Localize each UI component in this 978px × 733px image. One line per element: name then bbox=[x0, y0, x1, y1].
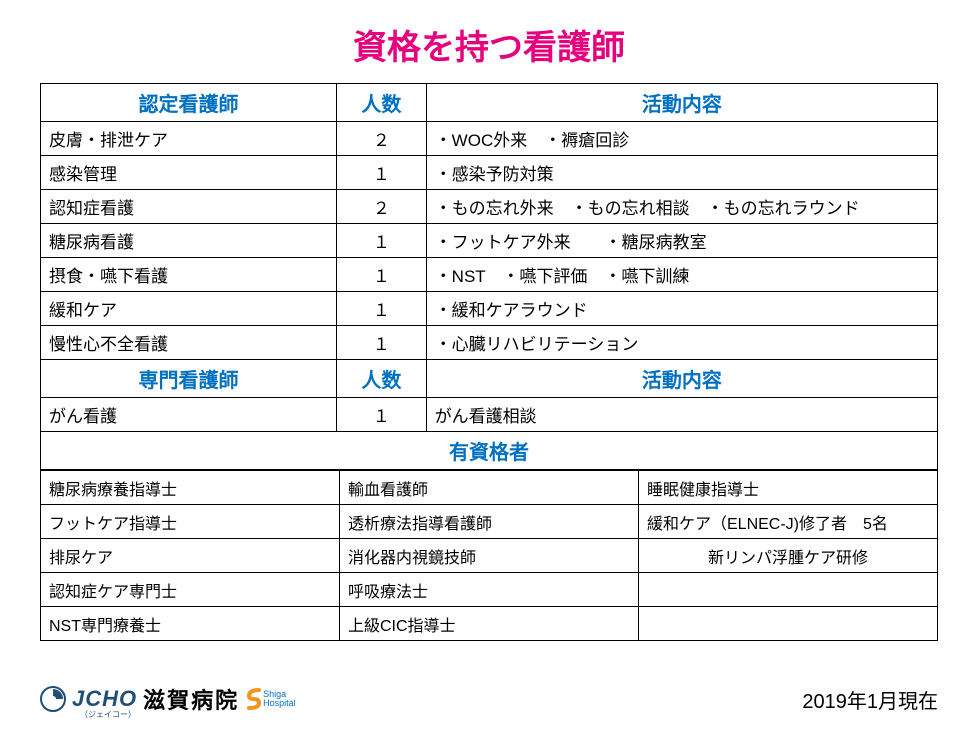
table-row: 認知症ケア専門士呼吸療法士 bbox=[41, 573, 938, 607]
certified-nurse-table: 認定看護師 人数 活動内容 皮膚・排泄ケア２・WOC外来 ・褥瘡回診 感染管理１… bbox=[40, 83, 938, 470]
shiga-en2: Hospital bbox=[263, 698, 296, 708]
cell-name: 摂食・嚥下看護 bbox=[41, 258, 337, 292]
s-icon bbox=[245, 688, 263, 710]
page-title: 資格を持つ看護師 bbox=[40, 20, 938, 69]
qual-cell: 認知症ケア専門士 bbox=[41, 573, 340, 607]
qualified-header: 有資格者 bbox=[41, 432, 938, 470]
qualified-header-row: 有資格者 bbox=[41, 432, 938, 470]
table-row: 皮膚・排泄ケア２・WOC外来 ・褥瘡回診 bbox=[41, 122, 938, 156]
cell-activity: ・WOC外来 ・褥瘡回診 bbox=[426, 122, 937, 156]
table-row: 慢性心不全看護１・心臓リハビリテーション bbox=[41, 326, 938, 360]
cell-activity: ・NST ・嚥下評価 ・嚥下訓練 bbox=[426, 258, 937, 292]
shiga-logo: Shiga Hospital bbox=[245, 688, 296, 710]
qual-cell bbox=[639, 607, 938, 641]
header-count: 人数 bbox=[337, 84, 427, 122]
cell-name: 感染管理 bbox=[41, 156, 337, 190]
header-count: 人数 bbox=[337, 360, 427, 398]
qual-cell: 呼吸療法士 bbox=[340, 573, 639, 607]
cell-activity: ・もの忘れ外来 ・もの忘れ相談 ・もの忘れラウンド bbox=[426, 190, 937, 224]
cell-count: １ bbox=[337, 258, 427, 292]
table-header-row: 認定看護師 人数 活動内容 bbox=[41, 84, 938, 122]
cell-activity: ・緩和ケアラウンド bbox=[426, 292, 937, 326]
table-row: 認知症看護２・もの忘れ外来 ・もの忘れ相談 ・もの忘れラウンド bbox=[41, 190, 938, 224]
cell-count: ２ bbox=[337, 190, 427, 224]
header-category: 専門看護師 bbox=[41, 360, 337, 398]
cell-activity: がん看護相談 bbox=[426, 398, 937, 432]
qual-cell: 睡眠健康指導士 bbox=[639, 471, 938, 505]
cell-name: 慢性心不全看護 bbox=[41, 326, 337, 360]
cell-count: ２ bbox=[337, 122, 427, 156]
logo: JCHO （ジェイコー） 滋賀病院 Shiga Hospital bbox=[40, 683, 296, 715]
qual-cell: 上級CIC指導士 bbox=[340, 607, 639, 641]
shiga-en: Shiga Hospital bbox=[263, 690, 296, 708]
qual-cell bbox=[639, 573, 938, 607]
qual-cell: 輸血看護師 bbox=[340, 471, 639, 505]
qualified-table: 糖尿病療養指導士輸血看護師睡眠健康指導士 フットケア指導士透析療法指導看護師緩和… bbox=[40, 470, 938, 641]
qual-cell: NST専門療養士 bbox=[41, 607, 340, 641]
footer: JCHO （ジェイコー） 滋賀病院 Shiga Hospital 2019年1月… bbox=[40, 683, 938, 715]
cell-count: １ bbox=[337, 292, 427, 326]
cell-count: １ bbox=[337, 326, 427, 360]
cell-name: 糖尿病看護 bbox=[41, 224, 337, 258]
table-row: 排尿ケア消化器内視鏡技師新リンパ浮腫ケア研修 bbox=[41, 539, 938, 573]
qual-cell: フットケア指導士 bbox=[41, 505, 340, 539]
jcho-label: JCHO （ジェイコー） bbox=[72, 686, 137, 712]
cell-name: 認知症看護 bbox=[41, 190, 337, 224]
qual-cell: 透析療法指導看護師 bbox=[340, 505, 639, 539]
hospital-icon bbox=[40, 686, 66, 712]
table-row: 糖尿病療養指導士輸血看護師睡眠健康指導士 bbox=[41, 471, 938, 505]
header-activity: 活動内容 bbox=[426, 84, 937, 122]
header-category: 認定看護師 bbox=[41, 84, 337, 122]
table-row: 摂食・嚥下看護１・NST ・嚥下評価 ・嚥下訓練 bbox=[41, 258, 938, 292]
cell-activity: ・フットケア外来 ・糖尿病教室 bbox=[426, 224, 937, 258]
table-row: フットケア指導士透析療法指導看護師緩和ケア（ELNEC-J)修了者 5名 bbox=[41, 505, 938, 539]
date-label: 2019年1月現在 bbox=[802, 685, 938, 714]
cell-count: １ bbox=[337, 224, 427, 258]
table-header-row: 専門看護師 人数 活動内容 bbox=[41, 360, 938, 398]
cell-name: 皮膚・排泄ケア bbox=[41, 122, 337, 156]
table-row: 糖尿病看護１・フットケア外来 ・糖尿病教室 bbox=[41, 224, 938, 258]
cell-count: １ bbox=[337, 156, 427, 190]
table-row: NST専門療養士上級CIC指導士 bbox=[41, 607, 938, 641]
qual-cell: 排尿ケア bbox=[41, 539, 340, 573]
cell-activity: ・感染予防対策 bbox=[426, 156, 937, 190]
cell-activity: ・心臓リハビリテーション bbox=[426, 326, 937, 360]
qual-cell: 新リンパ浮腫ケア研修 bbox=[639, 539, 938, 573]
cell-count: １ bbox=[337, 398, 427, 432]
qual-cell: 緩和ケア（ELNEC-J)修了者 5名 bbox=[639, 505, 938, 539]
cell-name: 緩和ケア bbox=[41, 292, 337, 326]
qual-cell: 消化器内視鏡技師 bbox=[340, 539, 639, 573]
jcho-text: JCHO bbox=[72, 686, 137, 711]
qual-cell: 糖尿病療養指導士 bbox=[41, 471, 340, 505]
cell-name: がん看護 bbox=[41, 398, 337, 432]
jcho-sub: （ジェイコー） bbox=[80, 709, 136, 720]
header-activity: 活動内容 bbox=[426, 360, 937, 398]
hospital-name: 滋賀病院 bbox=[143, 683, 239, 715]
table-row: がん看護１がん看護相談 bbox=[41, 398, 938, 432]
table-row: 感染管理１・感染予防対策 bbox=[41, 156, 938, 190]
table-row: 緩和ケア１・緩和ケアラウンド bbox=[41, 292, 938, 326]
